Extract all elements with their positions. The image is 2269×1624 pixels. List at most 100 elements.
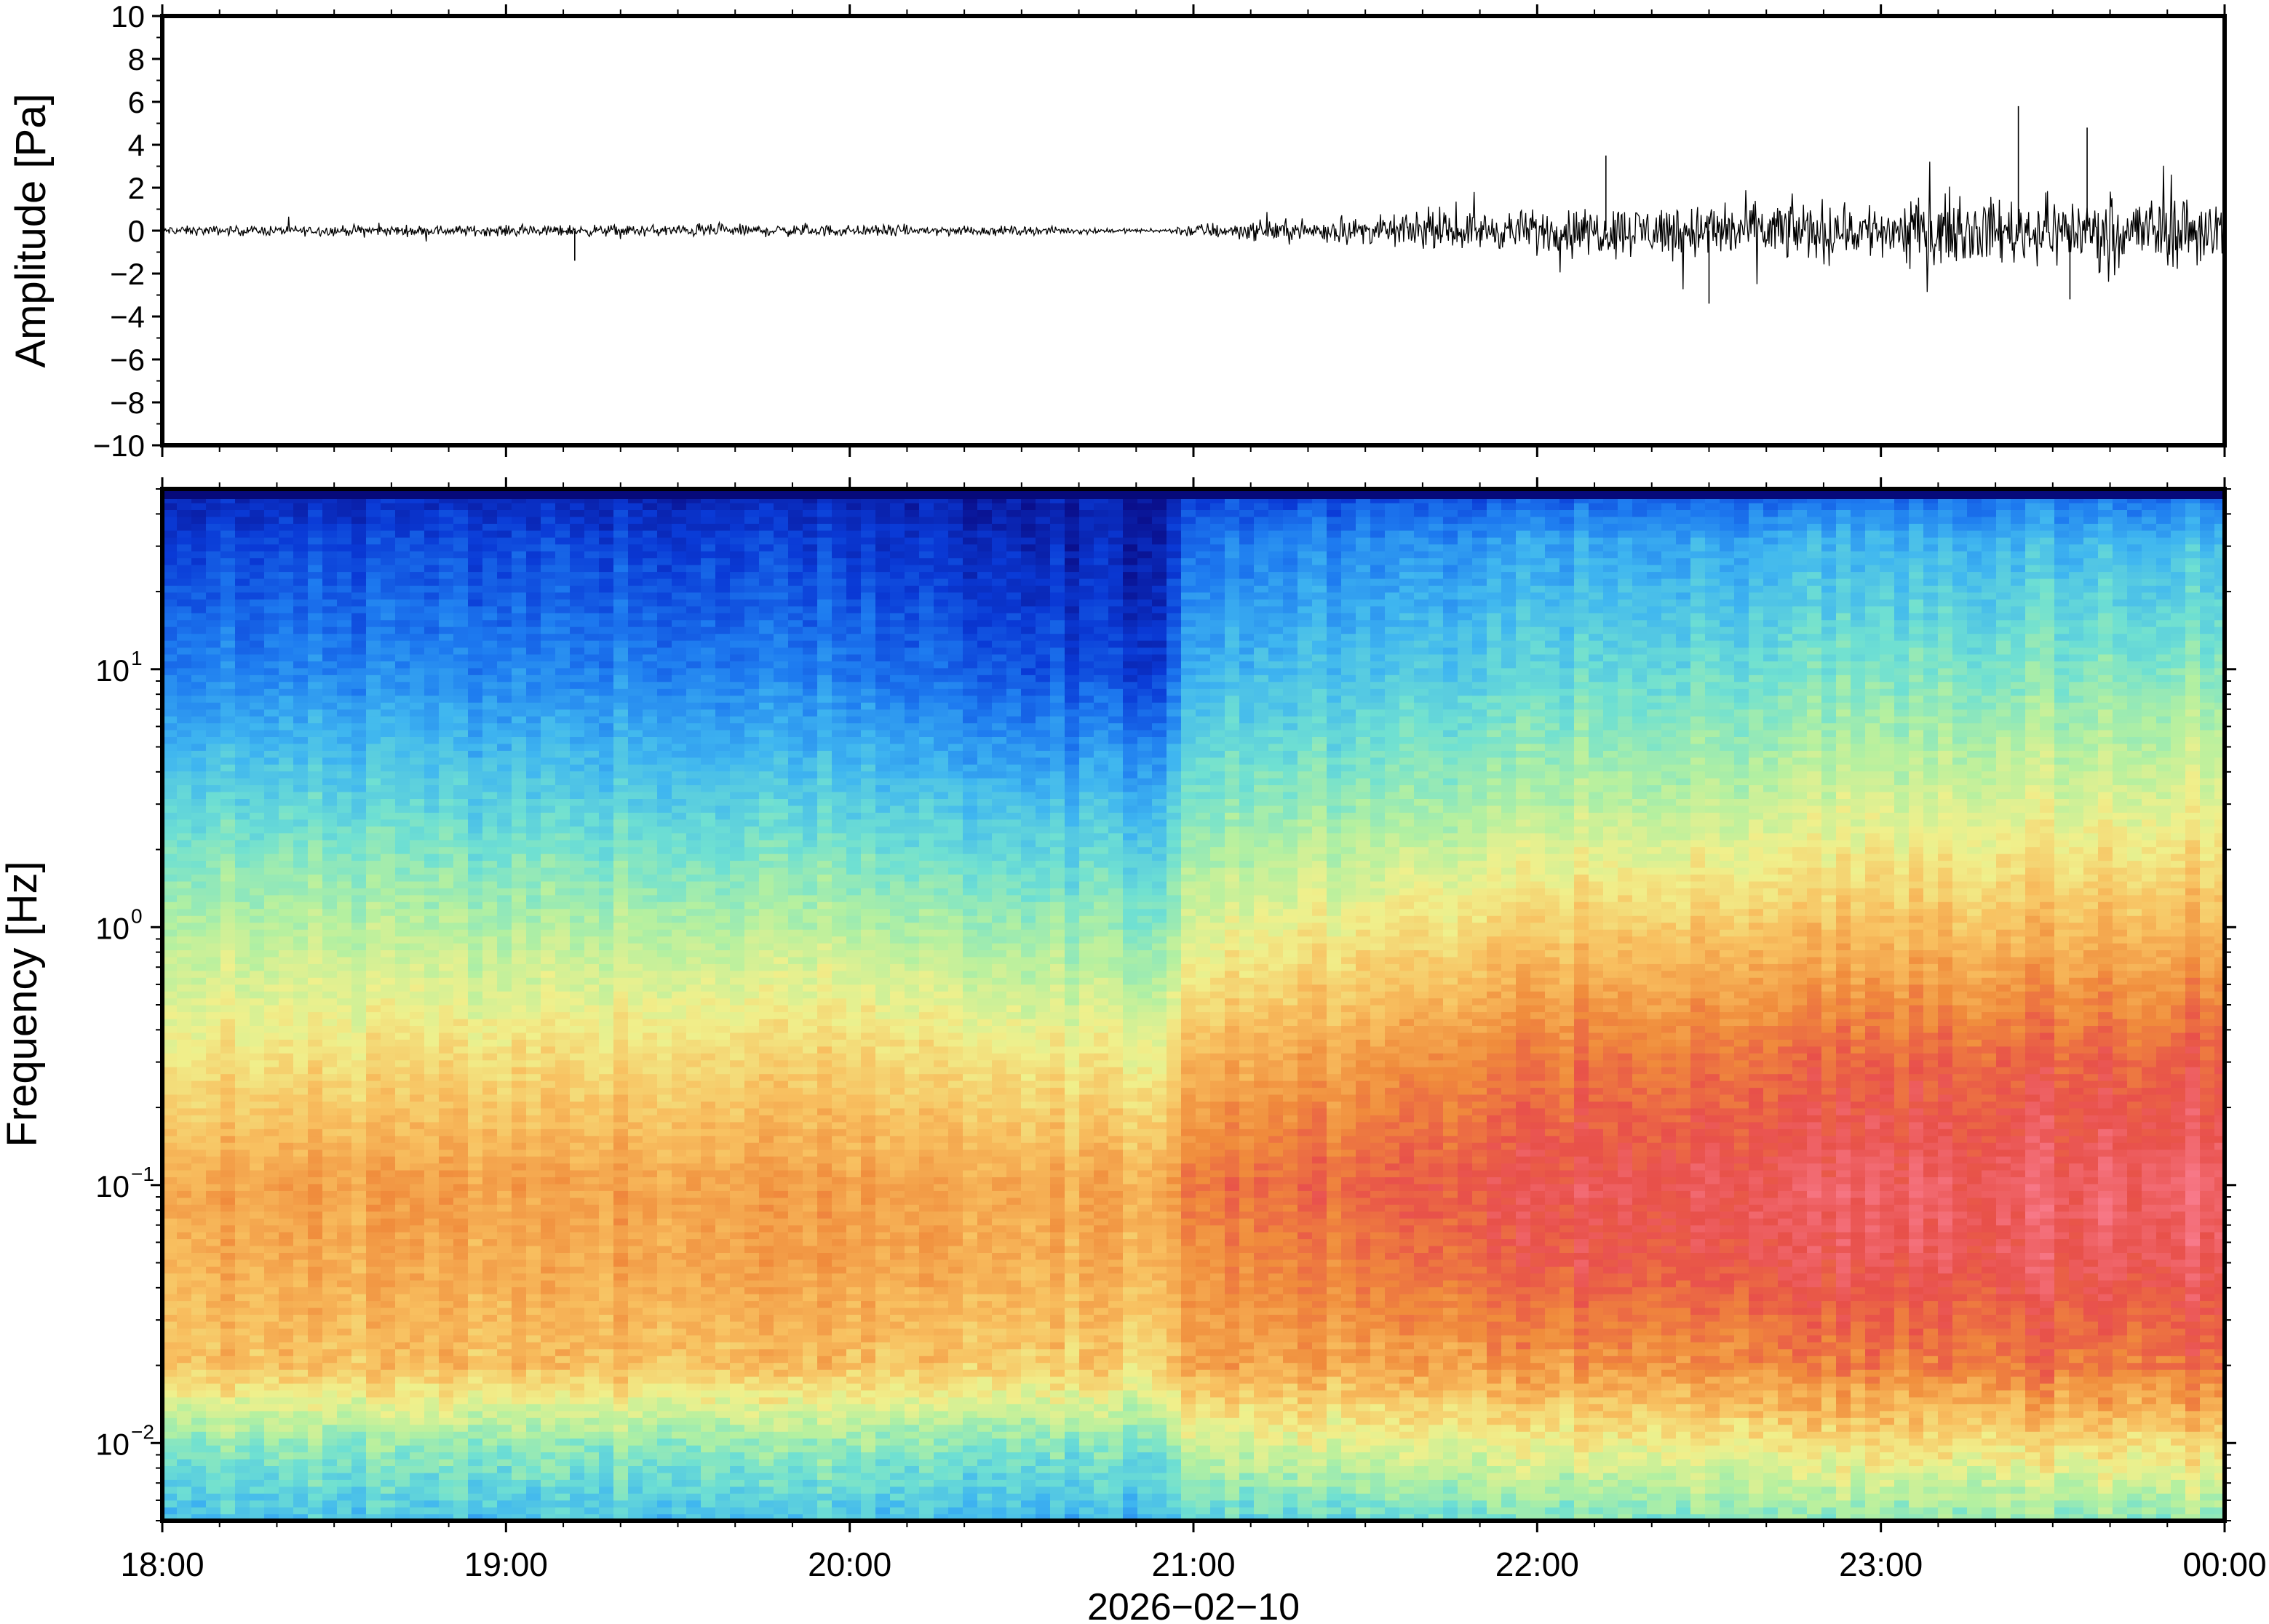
spectrogram-cell xyxy=(293,915,309,923)
spectrogram-cell xyxy=(395,530,410,538)
spectrogram-cell xyxy=(512,771,527,779)
spectrogram-cell xyxy=(351,771,367,779)
spectrogram-cell xyxy=(584,791,600,799)
spectrogram-cell xyxy=(468,874,483,882)
spectrogram-cell xyxy=(293,1300,309,1308)
spectrogram-cell xyxy=(366,1314,381,1322)
spectrogram-cell xyxy=(410,565,425,573)
spectrogram-cell xyxy=(162,743,178,751)
spectrogram-cell xyxy=(599,1321,614,1329)
spectrogram-cell xyxy=(381,1452,396,1460)
spectrogram-cell xyxy=(613,681,629,689)
spectrogram-cell xyxy=(584,1252,600,1260)
spectrogram-cell xyxy=(220,613,236,621)
spectrogram-cell xyxy=(220,1300,236,1308)
spectrogram-cell xyxy=(570,1452,585,1460)
spectrogram-cell xyxy=(293,578,309,586)
spectrogram-cell xyxy=(206,936,221,944)
spectrogram-cell xyxy=(555,605,571,613)
spectrogram-cell xyxy=(366,874,381,882)
spectrogram-cell xyxy=(613,1513,629,1521)
spectrogram-cell xyxy=(366,571,381,579)
spectrogram-cell xyxy=(570,791,585,799)
spectrogram-cell xyxy=(468,1252,483,1260)
spectrogram-cell xyxy=(584,846,600,854)
spectrogram-cell xyxy=(250,1417,265,1425)
spectrogram-cell xyxy=(308,640,323,648)
spectrogram-cell xyxy=(468,1005,483,1013)
spectrogram-cell xyxy=(555,819,571,827)
spectrogram-cell xyxy=(541,1197,556,1205)
spectrogram-cell xyxy=(351,1321,367,1329)
spectrogram-cell xyxy=(424,736,440,744)
spectrogram-cell xyxy=(162,667,178,675)
spectrogram-cell xyxy=(482,1307,498,1315)
spectrogram-cell xyxy=(220,516,236,524)
spectrogram-cell xyxy=(395,853,410,861)
spectrogram-cell xyxy=(526,757,541,765)
spectrogram-cell xyxy=(191,1513,207,1521)
spectrogram-cell xyxy=(424,1039,440,1047)
spectrogram-cell xyxy=(526,729,541,737)
spectrogram-cell xyxy=(381,736,396,744)
spectrogram-cell xyxy=(395,764,410,772)
spectrogram-cell xyxy=(599,502,614,510)
spectrogram-cell xyxy=(512,1396,527,1404)
spectrogram-cell xyxy=(322,840,338,848)
spectrogram-cell xyxy=(162,688,178,696)
spectrogram-cell xyxy=(220,1424,236,1432)
spectrogram-cell xyxy=(482,565,498,573)
spectrogram-cell xyxy=(599,1307,614,1315)
spectrogram-cell xyxy=(628,1273,643,1281)
spectrogram-cell xyxy=(410,874,425,882)
spectrogram-cell xyxy=(351,723,367,731)
spectrogram-cell xyxy=(351,653,367,661)
spectrogram-cell xyxy=(555,1142,571,1150)
spectrogram-cell xyxy=(264,846,279,854)
spectrogram-cell xyxy=(206,1115,221,1123)
spectrogram-cell xyxy=(453,1390,469,1398)
spectrogram-cell xyxy=(177,1177,192,1185)
spectrogram-cell xyxy=(526,578,541,586)
spectrogram-cell xyxy=(381,1245,396,1253)
spectrogram-cell xyxy=(410,1259,425,1267)
spectrogram-cell xyxy=(468,791,483,799)
spectrogram-cell xyxy=(628,1245,643,1253)
spectrogram-cell xyxy=(424,640,440,648)
spectrogram-cell xyxy=(162,640,178,648)
spectrogram-cell xyxy=(293,1382,309,1390)
spectrogram-cell xyxy=(250,1039,265,1047)
spectrogram-cell xyxy=(337,516,352,524)
spectrogram-cell xyxy=(250,1356,265,1364)
spectrogram-cell xyxy=(366,1190,381,1198)
spectrogram-cell xyxy=(424,998,440,1006)
spectrogram-cell xyxy=(512,908,527,916)
spectrogram-cell xyxy=(250,537,265,545)
spectrogram-cell xyxy=(337,633,352,641)
spectrogram-cell xyxy=(555,1135,571,1143)
spectrogram-cell xyxy=(366,1204,381,1212)
spectrogram-cell xyxy=(453,1465,469,1473)
spectrogram-cell xyxy=(366,1382,381,1390)
spectrogram-cell xyxy=(424,1507,440,1515)
spectrogram-cell xyxy=(439,695,454,703)
spectrogram-cell xyxy=(177,936,192,944)
spectrogram-cell xyxy=(424,537,440,545)
spectrogram-cell xyxy=(381,565,396,573)
spectrogram-cell xyxy=(424,1356,440,1364)
spectrogram-cell xyxy=(555,764,571,772)
spectrogram-cell xyxy=(628,1018,643,1026)
spectrogram-cell xyxy=(555,743,571,751)
spectrogram-cell xyxy=(424,894,440,902)
spectrogram-cell xyxy=(453,908,469,916)
spectrogram-cell xyxy=(293,509,309,517)
spectrogram-cell xyxy=(162,1032,178,1040)
spectrogram-cell xyxy=(410,908,425,916)
spectrogram-cell xyxy=(453,1376,469,1384)
spectrogram-cell xyxy=(482,853,498,861)
spectrogram-cell xyxy=(162,908,178,916)
spectrogram-cell xyxy=(453,860,469,868)
spectrogram-cell xyxy=(177,1142,192,1150)
spectrogram-cell xyxy=(322,832,338,840)
spectrogram-cell xyxy=(424,1094,440,1102)
